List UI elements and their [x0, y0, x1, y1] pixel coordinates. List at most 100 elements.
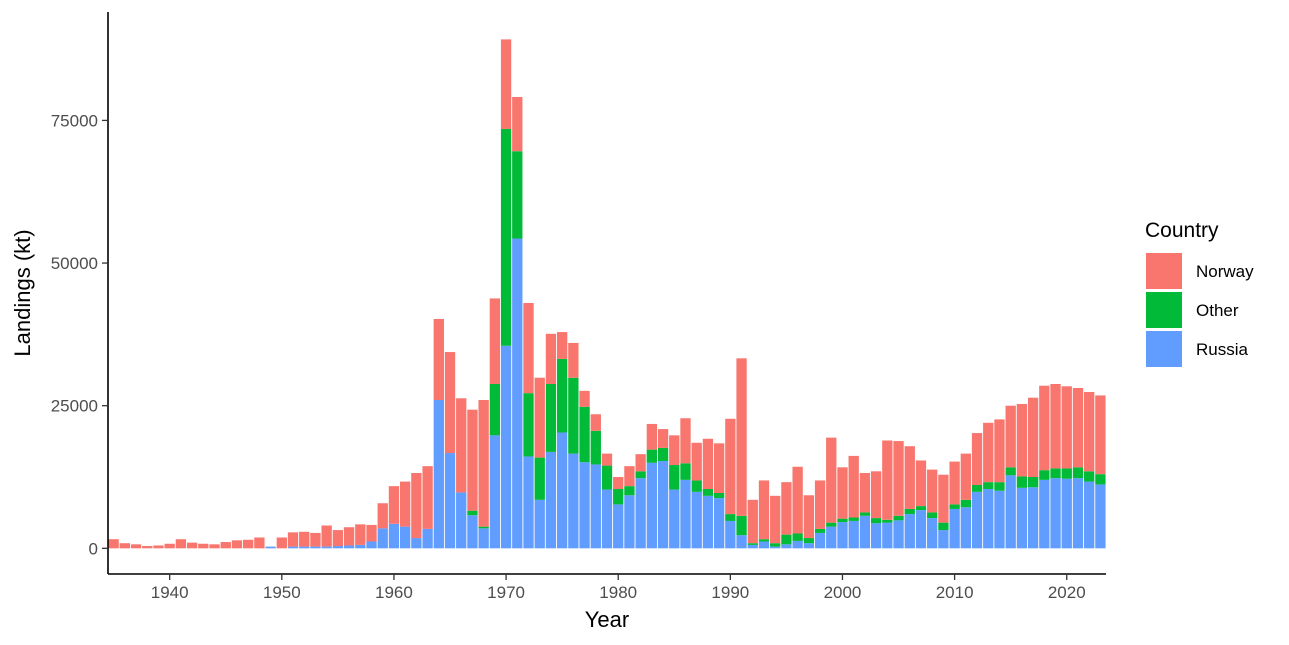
- bar-norway-1994: [770, 495, 781, 544]
- bar-norway-1956: [343, 527, 355, 546]
- bar-norway-1983: [646, 423, 658, 450]
- bar-norway-1970: [500, 39, 512, 129]
- bar-norway-2003: [870, 471, 882, 519]
- bar-norway-1958: [366, 524, 377, 542]
- bar-norway-1978: [590, 414, 601, 431]
- bar-norway-1979: [601, 453, 613, 466]
- bar-norway-1991: [736, 358, 747, 516]
- bar-norway-1935: [108, 539, 119, 549]
- x-tick-label: 2010: [936, 583, 974, 602]
- bar-russia-1966: [456, 492, 467, 549]
- legend: Country Norway Other Russia: [1145, 219, 1254, 367]
- bar-norway-2011: [960, 453, 971, 500]
- bar-norway-1993: [758, 480, 770, 540]
- bar-norway-1941: [175, 539, 187, 549]
- bar-norway-2004: [882, 440, 893, 520]
- bar-norway-2016: [1016, 403, 1028, 477]
- bar-russia-2020: [1061, 478, 1072, 549]
- bar-norway-1967: [467, 409, 478, 511]
- bar-norway-1943: [198, 543, 209, 549]
- bar-russia-2008: [927, 518, 938, 549]
- x-tick-label: 2020: [1048, 583, 1086, 602]
- bar-other-1998: [814, 528, 826, 533]
- bar-russia-2017: [1027, 487, 1039, 549]
- bar-norway-1986: [680, 418, 691, 464]
- y-tick-label: 0: [89, 539, 98, 558]
- bar-russia-2014: [994, 490, 1005, 549]
- bar-norway-1987: [691, 442, 702, 481]
- y-axis-ticks: 0 25000 50000 75000: [51, 111, 108, 558]
- bar-russia-1971: [512, 238, 523, 549]
- bar-russia-1978: [590, 464, 601, 549]
- bar-other-1981: [624, 486, 635, 496]
- bar-norway-1992: [747, 499, 758, 544]
- bar-norway-1995: [781, 482, 792, 535]
- bar-russia-1981: [624, 495, 635, 549]
- bar-other-1990: [725, 514, 736, 521]
- bar-norway-2023: [1095, 395, 1106, 475]
- bar-russia-1977: [579, 462, 590, 549]
- bar-norway-2019: [1050, 384, 1061, 469]
- bar-norway-2006: [904, 446, 915, 509]
- bar-other-1983: [646, 449, 658, 463]
- bar-other-2018: [1039, 470, 1050, 480]
- bar-norway-1944: [209, 544, 220, 549]
- legend-label-russia: Russia: [1196, 340, 1249, 359]
- bar-russia-1986: [680, 479, 691, 549]
- bar-russia-1976: [568, 453, 579, 549]
- bar-norway-1953: [310, 532, 321, 547]
- bar-norway-1996: [792, 466, 803, 534]
- bar-norway-1974: [545, 333, 557, 384]
- bar-norway-1936: [119, 543, 130, 549]
- bar-other-1975: [556, 358, 568, 433]
- bar-russia-1979: [601, 489, 613, 549]
- bar-norway-1942: [186, 542, 198, 549]
- bar-russia-1991: [736, 535, 747, 549]
- bar-russia-1990: [725, 520, 736, 549]
- bar-other-2016: [1016, 476, 1028, 488]
- bar-norway-2017: [1027, 397, 1039, 478]
- bar-other-1992: [747, 543, 758, 545]
- bar-other-1969: [489, 384, 501, 436]
- bar-russia-1997: [803, 543, 814, 549]
- bar-other-1994: [770, 543, 781, 547]
- bar-russia-2023: [1095, 484, 1106, 549]
- bar-russia-1998: [814, 532, 826, 549]
- x-tick-label: 1950: [263, 583, 301, 602]
- bar-other-1991: [736, 515, 747, 536]
- bar-russia-2016: [1016, 487, 1028, 549]
- bar-russia-1953: [310, 546, 321, 549]
- bar-russia-2021: [1072, 478, 1084, 549]
- x-axis-ticks: 1940 1950 1960 1970 1980 1990 2000 2010 2020: [151, 574, 1086, 602]
- bar-norway-1955: [332, 530, 344, 547]
- bar-norway-1959: [377, 503, 388, 529]
- bar-other-1979: [601, 465, 613, 490]
- bar-other-1977: [579, 406, 590, 463]
- bar-norway-1951: [287, 532, 299, 547]
- bar-norway-2007: [915, 460, 927, 507]
- bar-other-2004: [882, 519, 893, 523]
- bar-russia-2022: [1084, 481, 1095, 549]
- bar-other-1987: [691, 480, 702, 492]
- x-tick-label: 1940: [151, 583, 189, 602]
- bar-norway-2015: [1005, 405, 1016, 468]
- bar-other-2011: [960, 499, 971, 508]
- bar-russia-2019: [1050, 478, 1061, 549]
- y-tick-label: 25000: [51, 397, 98, 416]
- bar-russia-1984: [657, 461, 669, 549]
- bar-norway-1973: [534, 377, 545, 458]
- x-tick-label: 1970: [487, 583, 525, 602]
- bar-russia-2002: [859, 515, 871, 549]
- bar-other-1984: [657, 447, 669, 462]
- bar-other-2003: [870, 518, 882, 524]
- bar-russia-1974: [545, 451, 557, 549]
- x-tick-label: 1980: [599, 583, 637, 602]
- bar-russia-1988: [702, 495, 714, 549]
- bar-norway-2014: [994, 419, 1005, 483]
- bar-other-1995: [781, 534, 792, 545]
- bar-norway-2009: [938, 474, 949, 523]
- bar-norway-2021: [1072, 388, 1084, 468]
- bar-russia-2009: [938, 530, 949, 549]
